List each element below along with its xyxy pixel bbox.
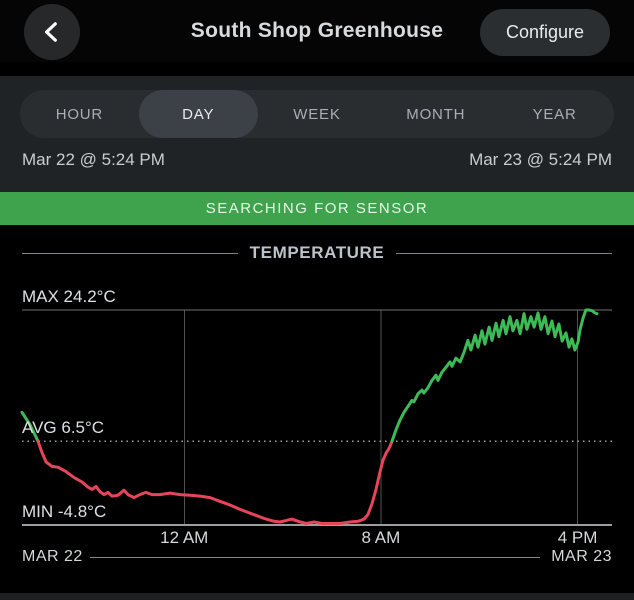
next-section-edge xyxy=(0,593,634,600)
section-rule-right xyxy=(396,252,613,254)
avg-temp-label: AVG 6.5°C xyxy=(22,418,105,437)
x-tick-label: 8 AM xyxy=(361,528,401,547)
app-bar: South Shop Greenhouse Configure xyxy=(0,0,634,62)
date-range: Mar 22 @ 5:24 PM Mar 23 @ 5:24 PM xyxy=(0,150,634,170)
chevron-left-icon xyxy=(39,19,65,45)
configure-button[interactable]: Configure xyxy=(479,8,610,56)
tab-week[interactable]: WEEK xyxy=(293,105,341,123)
page-title: South Shop Greenhouse xyxy=(190,19,444,42)
date-range-end: Mar 23 @ 5:24 PM xyxy=(469,150,612,169)
date-range-start: Mar 22 @ 5:24 PM xyxy=(22,150,165,169)
x-tick-label: 4 PM xyxy=(557,528,598,547)
x-tick-label: 12 AM xyxy=(160,528,209,547)
section-header: TEMPERATURE xyxy=(22,243,613,263)
tab-day[interactable]: DAY xyxy=(138,90,258,138)
temperature-above-avg-start xyxy=(20,410,40,443)
sensor-status-banner: SEARCHING FOR SENSOR xyxy=(0,192,634,225)
date-axis-left: MAR 22 xyxy=(22,548,83,565)
section-title-temperature: TEMPERATURE xyxy=(249,243,385,262)
back-button[interactable] xyxy=(24,4,80,60)
time-range-tabs: HOUR DAY WEEK MONTH YEAR xyxy=(20,90,614,138)
range-panel: HOUR DAY WEEK MONTH YEAR Mar 22 @ 5:24 P… xyxy=(0,76,634,192)
max-temp-label: MAX 24.2°C xyxy=(22,287,116,306)
temperature-above-avg xyxy=(390,308,599,443)
tab-month[interactable]: MONTH xyxy=(406,105,466,123)
min-temp-label: MIN -4.8°C xyxy=(22,502,107,521)
section-rule-left xyxy=(22,252,238,254)
temperature-below-avg xyxy=(36,439,394,525)
date-axis-right: MAR 23 xyxy=(551,548,612,565)
tab-year[interactable]: YEAR xyxy=(532,105,577,123)
tab-hour[interactable]: HOUR xyxy=(55,105,104,123)
date-axis-rule xyxy=(90,557,540,558)
